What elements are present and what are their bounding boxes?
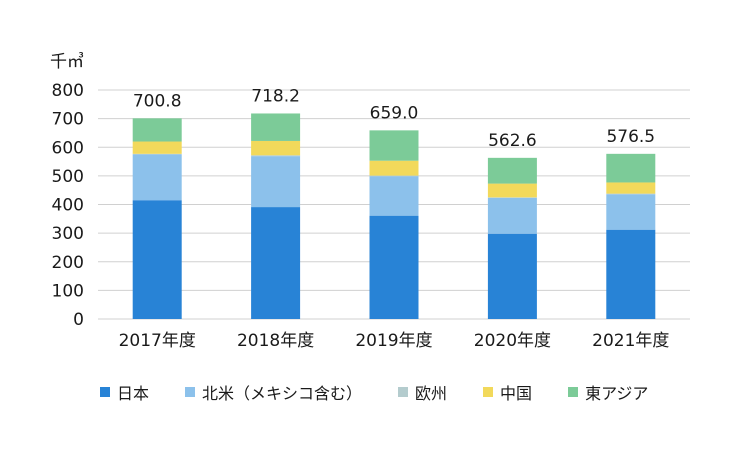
bar-segment [132,153,182,155]
legend-item: 東アジア [568,380,648,404]
bar-segment [251,207,301,319]
bar-segment [369,130,419,161]
y-tick-label: 0 [73,310,84,330]
legend-label: 北米（メキシコ含む） [202,384,363,403]
y-tick-label: 800 [52,81,84,101]
bar-segment [251,140,301,156]
bar-segment [132,141,182,154]
y-axis-ticks: 0 100 200 300 400 500 600 700 800 [52,81,84,330]
x-tick-label: 2018年度 [237,331,314,351]
bar-segment [606,193,656,195]
legend-label: 東アジア [585,384,649,403]
bar-segment [132,200,182,319]
legend-item: 北米（メキシコ含む） [185,380,362,404]
bar-segment [487,183,537,198]
bar-segment [251,156,301,208]
legend-item: 日本 [100,380,149,404]
total-label: 659.0 [370,103,419,123]
legend: 日本 北米（メキシコ含む） 欧州 中国 東アジア [100,380,684,404]
legend-label: 中国 [500,384,533,403]
legend-label: 欧州 [415,384,448,403]
total-label: 700.8 [133,91,182,111]
bar-segment [487,157,537,184]
legend-swatch [100,387,110,397]
x-tick-label: 2019年度 [355,331,432,351]
legend-item: 中国 [483,380,532,404]
bar-segment [251,155,301,157]
y-tick-label: 400 [52,196,84,216]
x-axis-ticks: 2017年度 2018年度 2019年度 2020年度 2021年度 [119,331,670,351]
bar-segment [606,182,656,194]
bar-segment [369,176,419,216]
x-tick-label: 2021年度 [592,331,669,351]
bar-segment [132,118,182,142]
y-tick-label: 700 [52,110,84,130]
y-tick-label: 300 [52,224,84,244]
legend-item: 欧州 [398,380,447,404]
bar-segment [487,197,537,198]
bar-segment [606,229,656,319]
total-label: 562.6 [488,131,537,151]
bar-segment [369,175,419,177]
legend-swatch [568,387,579,397]
bar-segment [132,154,182,201]
bar-segment [369,160,419,176]
y-tick-label: 200 [52,253,84,273]
bar-segment [487,197,537,234]
y-tick-label: 100 [52,281,84,301]
bar-segment [606,153,656,183]
legend-label: 日本 [117,384,150,403]
bar-segment [369,215,419,319]
y-unit-label: 千㎥ [50,52,84,72]
x-tick-label: 2017年度 [119,331,196,351]
bar-segment [487,233,537,319]
y-tick-label: 500 [52,167,84,187]
legend-swatch [483,387,494,397]
total-label: 718.2 [251,86,300,106]
bar-segment [606,194,656,230]
bars [132,113,656,319]
legend-swatch [398,387,409,397]
x-tick-label: 2020年度 [474,331,551,351]
total-labels: 700.8 718.2 659.0 562.6 576.5 [133,86,655,150]
legend-swatch [185,387,196,397]
bar-segment [251,113,301,141]
y-tick-label: 600 [52,138,84,158]
total-label: 576.5 [606,127,655,147]
